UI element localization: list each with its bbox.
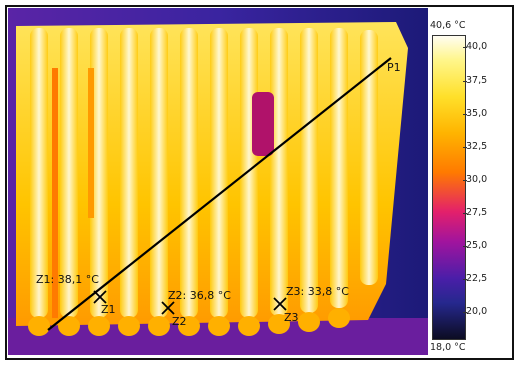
z2-label: Z2	[172, 315, 187, 328]
scale-tick: 32,5	[462, 141, 488, 152]
scale-tick: 20,0	[462, 306, 488, 317]
scale-tick: 30,0	[462, 174, 488, 185]
p1-label: P1	[387, 61, 401, 74]
z2-reading: Z2: 36,8 °C	[168, 289, 231, 302]
scale-min-label: 18,0 °C	[430, 342, 466, 353]
z1-reading: Z1: 38,1 °C	[36, 273, 99, 286]
scale-tick: 35,0	[462, 108, 488, 119]
z1-label: Z1	[101, 303, 116, 316]
scale-tick: 22,5	[462, 273, 488, 284]
temperature-scale-bar	[432, 35, 466, 340]
scale-tick: 27,5	[462, 207, 488, 218]
temperature-scale-ticks: 40,0 37,5 35,0 32,5 30,0 27,5 25,0 22,5 …	[462, 35, 516, 338]
scale-tick: 40,0	[462, 41, 488, 52]
thermal-image: P1 Z1: 38,1 °C Z1 Z2: 36,8 °C Z2 Z3: 33,…	[8, 8, 428, 355]
scale-max-label: 40,6 °C	[430, 20, 466, 31]
scale-tick: 25,0	[462, 240, 488, 251]
radiator-thermogram	[8, 8, 428, 355]
z3-label: Z3	[284, 311, 299, 324]
z3-reading: Z3: 33,8 °C	[286, 285, 349, 298]
scale-tick: 37,5	[462, 75, 488, 86]
